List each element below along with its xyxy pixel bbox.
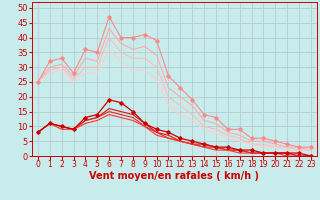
X-axis label: Vent moyen/en rafales ( km/h ): Vent moyen/en rafales ( km/h ) — [89, 171, 260, 181]
